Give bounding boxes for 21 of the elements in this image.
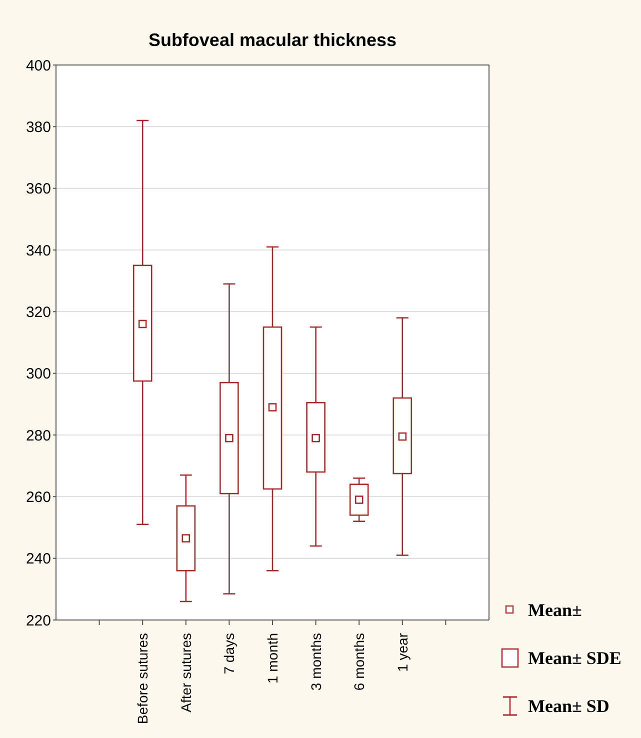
- x-tick-label: 1 month: [264, 633, 280, 684]
- x-tick-label: 7 days: [221, 633, 238, 674]
- x-tick-label: 1 year: [394, 632, 410, 672]
- text: Mean± SDE: [528, 648, 622, 668]
- x-tick-label: Before sutures: [134, 633, 151, 724]
- x-tick-label: 6 months: [351, 633, 368, 691]
- y-tick-label: 340: [26, 242, 51, 260]
- y-tick-label: 300: [26, 366, 51, 383]
- x-tick-label: After sutures: [178, 633, 194, 712]
- y-tick-label: 400: [26, 57, 51, 74]
- y-tick-label: 320: [26, 304, 51, 321]
- y-tick-label: 380: [26, 118, 51, 136]
- y-tick-label: 260: [26, 488, 51, 506]
- y-tick-label: 220: [26, 612, 51, 630]
- text: Mean±: [528, 600, 582, 620]
- y-tick-label: 240: [26, 550, 51, 568]
- y-tick-label: 360: [26, 180, 51, 198]
- text: Mean± SD: [528, 696, 610, 716]
- chart-title: Subfoveal macular thickness: [147, 30, 398, 51]
- x-tick-label: 3 months: [308, 633, 324, 691]
- y-tick-label: 280: [26, 427, 51, 444]
